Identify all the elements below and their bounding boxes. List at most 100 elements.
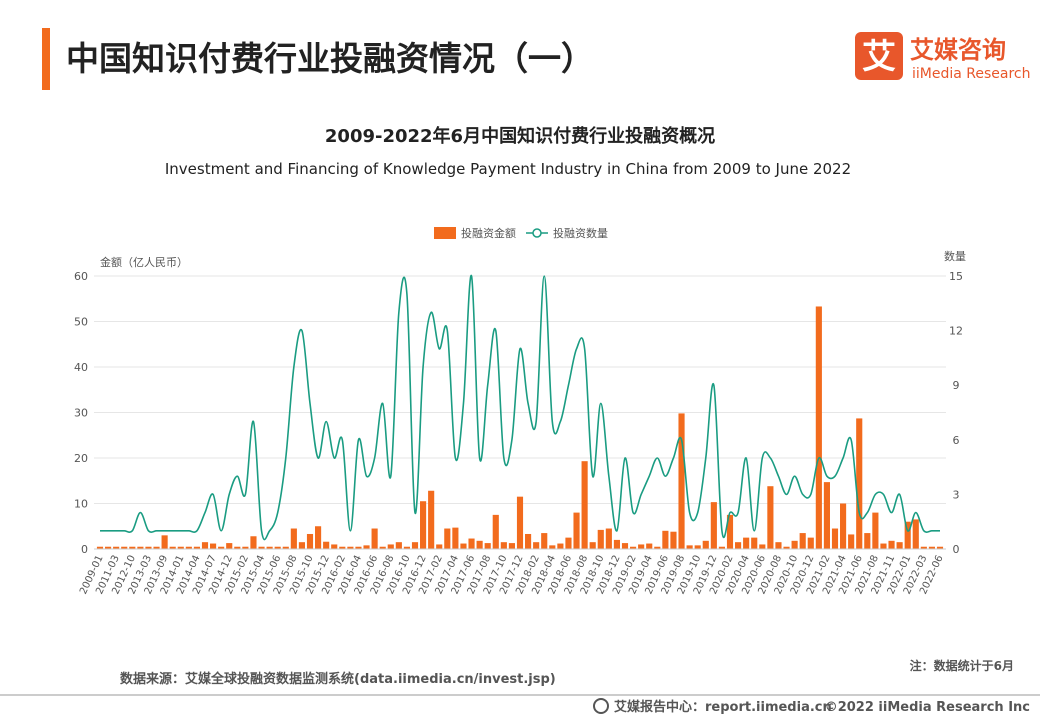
bar [234, 546, 241, 549]
bar [815, 306, 822, 549]
bar [896, 542, 903, 549]
y2-axis-title: 数量 [944, 250, 966, 263]
footer-center: 艾媒报告中心：report.iimedia.cn [614, 699, 832, 715]
bar [201, 542, 209, 549]
bar [371, 528, 378, 549]
bar [678, 413, 685, 549]
bar [323, 541, 330, 549]
bar [315, 526, 322, 549]
bar [654, 546, 661, 549]
bar [161, 535, 168, 549]
y-tick-label: 10 [74, 498, 88, 511]
bar [880, 543, 887, 549]
line [99, 275, 940, 541]
bar [597, 529, 604, 549]
bar [468, 538, 475, 549]
bar [266, 546, 273, 549]
bar [242, 546, 249, 549]
bar [670, 531, 677, 549]
bar [169, 546, 176, 549]
bar [105, 546, 112, 549]
bar [630, 546, 637, 549]
y2-tick-label: 15 [949, 270, 963, 283]
bar [767, 486, 774, 549]
bar [516, 496, 524, 549]
bar [436, 544, 443, 549]
bar [411, 542, 419, 549]
bar [856, 418, 863, 549]
bar [573, 512, 580, 549]
bar [702, 540, 709, 549]
bar [646, 543, 653, 549]
y-tick-label: 40 [74, 361, 88, 374]
bar [476, 540, 483, 549]
chart-title: 2009-2022年6月中国知识付费行业投融资概况 [325, 125, 715, 147]
bar [613, 539, 620, 549]
bar [387, 544, 394, 549]
bar [282, 546, 289, 549]
bar [791, 540, 798, 549]
bar [96, 546, 104, 549]
bar [557, 543, 564, 549]
bar [379, 546, 386, 549]
bar [444, 528, 451, 549]
title-accent [42, 28, 50, 90]
legend-swatch [434, 227, 456, 239]
bar [355, 546, 362, 549]
chart-subtitle: Investment and Financing of Knowledge Pa… [165, 160, 851, 178]
bar [218, 546, 225, 549]
footer-icon [593, 698, 609, 714]
bar [799, 533, 806, 549]
bar [936, 546, 944, 549]
bar [710, 502, 717, 549]
bar [210, 543, 217, 549]
bar [185, 546, 192, 549]
bar [541, 533, 548, 549]
bar [129, 546, 136, 549]
logo-mark: 艾 [862, 37, 896, 77]
bar [549, 545, 556, 549]
bar [638, 544, 645, 549]
bar [888, 540, 895, 549]
bar [193, 546, 200, 549]
y-tick-label: 50 [74, 316, 88, 329]
bar [864, 533, 871, 549]
bar [904, 521, 911, 549]
legend-dot [532, 228, 542, 238]
bar [420, 501, 427, 549]
bar [807, 537, 814, 549]
logo-name: 艾媒咨询 [910, 36, 1006, 64]
bar [823, 482, 830, 549]
bar [525, 533, 532, 549]
bar [775, 542, 782, 549]
bar [581, 461, 588, 549]
note: 注：数据统计于6月 [910, 658, 1014, 673]
bar [500, 542, 507, 549]
legend-label: 投融资数量 [553, 226, 608, 240]
bar [452, 527, 459, 549]
bar [395, 542, 402, 549]
bar [403, 546, 410, 549]
bar [662, 530, 669, 549]
bar [920, 546, 927, 549]
bar [840, 503, 847, 549]
y-tick-label: 60 [74, 270, 88, 283]
bar [250, 536, 257, 549]
bar [735, 542, 742, 549]
bar [145, 546, 152, 549]
bar [565, 537, 572, 549]
bar [298, 542, 305, 549]
y2-tick-label: 9 [953, 379, 960, 392]
bar [226, 543, 233, 549]
bar [831, 528, 839, 549]
bar [686, 545, 693, 549]
bar [363, 545, 370, 549]
bar [274, 546, 281, 549]
logo-en: iiMedia Research [912, 66, 1031, 82]
y2-tick-label: 3 [953, 488, 960, 501]
bar [121, 546, 128, 549]
bar [153, 546, 160, 549]
bar [589, 542, 596, 549]
bar [726, 514, 734, 549]
y-tick-label: 20 [74, 452, 88, 465]
